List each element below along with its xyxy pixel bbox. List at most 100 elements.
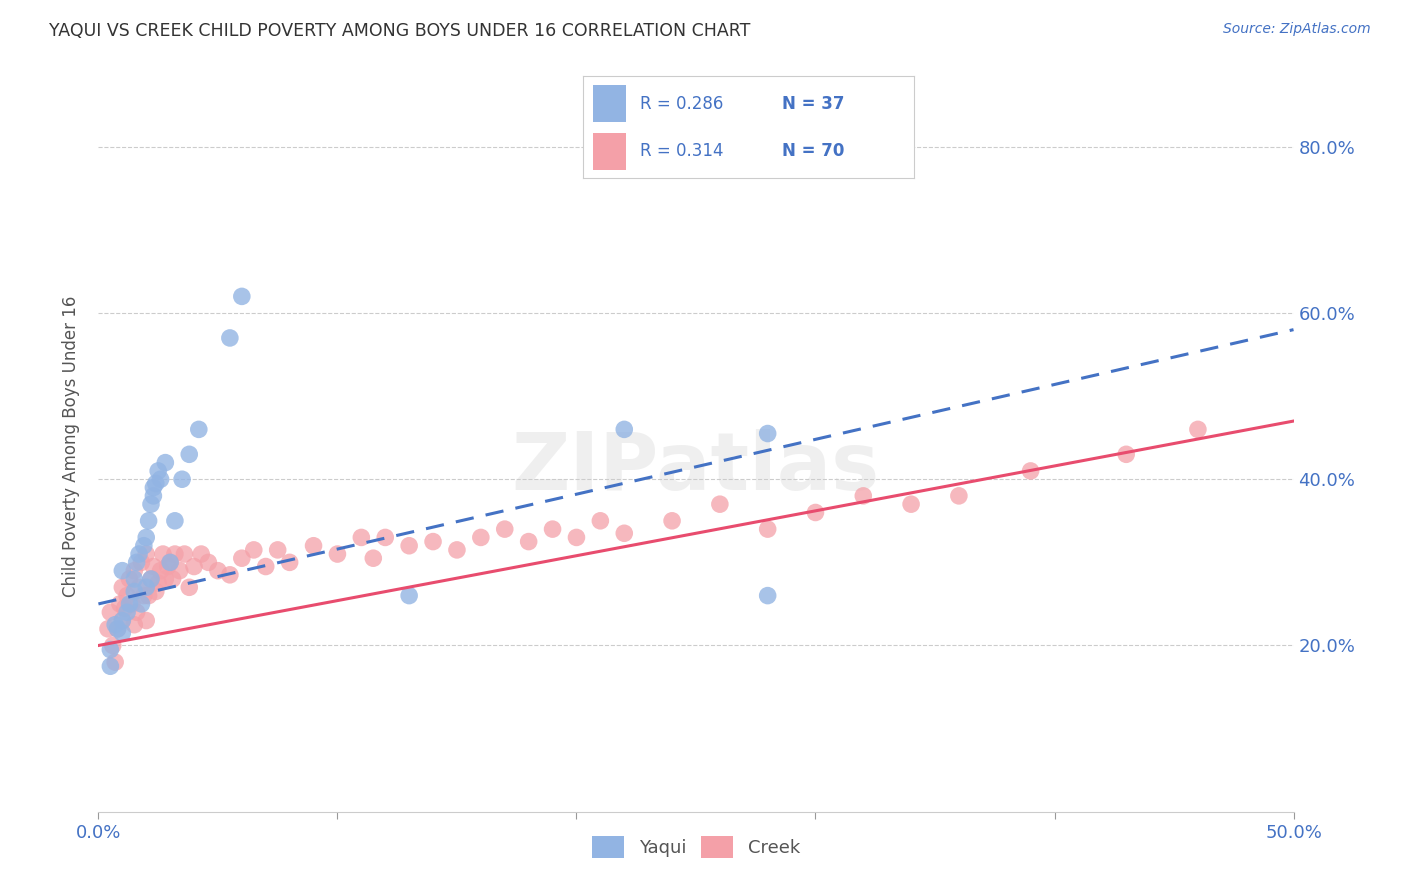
Point <box>661 514 683 528</box>
Point <box>125 605 148 619</box>
Point <box>446 542 468 557</box>
Point <box>173 547 195 561</box>
Point <box>398 589 420 603</box>
Point <box>163 514 186 528</box>
Point <box>374 530 396 544</box>
Point <box>756 426 779 441</box>
Point <box>115 605 138 619</box>
Point <box>219 567 242 582</box>
Point <box>128 580 150 594</box>
Point <box>948 489 970 503</box>
Point <box>541 522 564 536</box>
Point <box>97 622 120 636</box>
Point <box>156 559 179 574</box>
Point <box>108 597 131 611</box>
Point <box>104 617 127 632</box>
Point <box>121 597 143 611</box>
Point <box>118 597 141 611</box>
Point <box>179 580 201 594</box>
Text: N = 37: N = 37 <box>782 95 844 112</box>
Point <box>589 514 612 528</box>
Text: R = 0.286: R = 0.286 <box>640 95 723 112</box>
Point <box>149 564 172 578</box>
Point <box>145 476 167 491</box>
Point <box>124 617 146 632</box>
Point <box>1019 464 1042 478</box>
Point <box>302 539 325 553</box>
Point <box>231 551 253 566</box>
FancyBboxPatch shape <box>593 133 627 170</box>
Point <box>565 530 588 544</box>
Point <box>111 614 134 628</box>
Point <box>517 534 540 549</box>
Point <box>278 555 301 569</box>
Point <box>135 614 157 628</box>
Point <box>187 422 209 436</box>
Point <box>197 555 219 569</box>
Point <box>207 564 229 578</box>
Point <box>804 506 827 520</box>
Point <box>124 572 146 586</box>
Point <box>125 555 148 569</box>
Point <box>111 626 134 640</box>
Point <box>115 589 138 603</box>
Point <box>98 605 122 619</box>
Point <box>111 580 134 594</box>
Point <box>398 539 420 553</box>
Point <box>172 472 194 486</box>
Point <box>613 422 636 436</box>
Point <box>152 547 174 561</box>
Point <box>145 584 167 599</box>
Point <box>139 572 162 586</box>
Point <box>219 331 242 345</box>
Point <box>98 659 122 673</box>
Point <box>131 597 153 611</box>
Point <box>254 559 277 574</box>
Point <box>155 572 177 586</box>
Point <box>132 589 155 603</box>
Point <box>267 542 290 557</box>
Point <box>494 522 516 536</box>
Point <box>852 489 875 503</box>
Point <box>107 622 129 636</box>
Point <box>363 551 385 566</box>
Text: R = 0.314: R = 0.314 <box>640 142 723 160</box>
Point <box>128 547 150 561</box>
Point <box>163 547 186 561</box>
Point <box>118 572 141 586</box>
Point <box>190 547 212 561</box>
Point <box>179 447 201 461</box>
Point <box>900 497 922 511</box>
Point <box>135 580 157 594</box>
Point <box>139 497 162 511</box>
Point <box>139 572 162 586</box>
Point <box>183 559 205 574</box>
Point <box>756 589 779 603</box>
Point <box>169 564 191 578</box>
Point <box>104 655 127 669</box>
Point <box>422 534 444 549</box>
Text: N = 70: N = 70 <box>782 142 844 160</box>
Point <box>155 456 177 470</box>
Legend: Yaqui, Creek: Yaqui, Creek <box>585 829 807 865</box>
Point <box>243 542 266 557</box>
Point <box>149 472 172 486</box>
Text: Source: ZipAtlas.com: Source: ZipAtlas.com <box>1223 22 1371 37</box>
Point <box>98 642 122 657</box>
Point <box>138 589 160 603</box>
Point <box>135 547 157 561</box>
Point <box>231 289 253 303</box>
Point <box>135 530 157 544</box>
Point <box>470 530 492 544</box>
Point <box>1115 447 1137 461</box>
Point <box>142 481 165 495</box>
Point <box>111 614 134 628</box>
Point <box>756 522 779 536</box>
Point <box>142 489 165 503</box>
Point <box>159 555 181 569</box>
Point <box>1187 422 1209 436</box>
FancyBboxPatch shape <box>593 85 627 122</box>
Y-axis label: Child Poverty Among Boys Under 16: Child Poverty Among Boys Under 16 <box>62 295 80 597</box>
Point <box>111 564 134 578</box>
Point <box>138 514 160 528</box>
